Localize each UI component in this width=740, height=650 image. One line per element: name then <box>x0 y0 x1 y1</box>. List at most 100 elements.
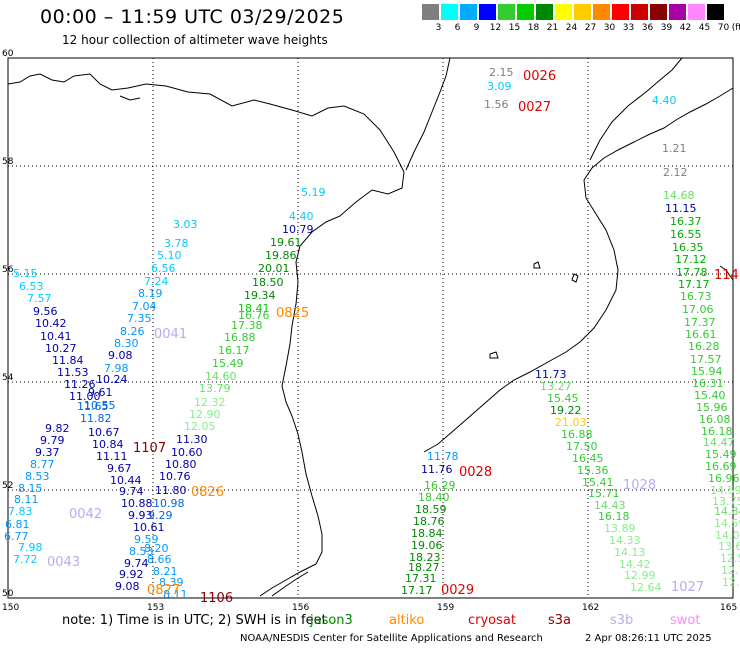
color-swatch <box>650 4 667 20</box>
wave-height-label: 10.76 <box>159 470 191 483</box>
wave-height-label: 11.80 <box>155 484 187 497</box>
credit-line: NOAA/NESDIS Center for Satellite Applica… <box>240 633 543 644</box>
wave-height-label: 16.37 <box>670 215 702 228</box>
pass-label: 0825 <box>276 306 309 321</box>
small-island-2 <box>533 261 541 269</box>
lon-tick-label: 150 <box>2 603 19 613</box>
lat-tick-label: 58 <box>2 157 14 167</box>
wave-height-label: 21.03 <box>555 416 587 429</box>
wave-height-label: 10.27 <box>45 342 77 355</box>
wave-height-label: 10.79 <box>282 223 314 236</box>
wave-height-label: 13.65 <box>718 540 740 553</box>
color-label: 3 <box>435 23 442 33</box>
wave-height-label: 11.78 <box>427 450 459 463</box>
wave-height-label: 11.00 <box>69 390 101 403</box>
wave-height-label: 16.17 <box>218 344 250 357</box>
wave-height-label: 3.78 <box>164 237 189 250</box>
wave-height-label: 12.58 <box>720 552 740 565</box>
wave-height-label: 7.98 <box>104 362 129 375</box>
wave-height-label: 3.09 <box>487 80 512 93</box>
wave-height-label: 15.96 <box>696 401 728 414</box>
wave-height-label: 6.53 <box>19 280 44 293</box>
wave-height-label: 14.68 <box>663 189 695 202</box>
lat-tick-label: 56 <box>2 265 14 275</box>
wave-height-label: 4.40 <box>652 94 677 107</box>
wave-height-label: 7.83 <box>8 505 33 518</box>
wave-height-label: 11.53 <box>57 366 89 379</box>
pass-label: 0043 <box>47 555 80 570</box>
wave-height-label: 9.29 <box>148 509 173 522</box>
wave-height-label: 15.49 <box>705 448 737 461</box>
wave-height-label: 11.73 <box>535 368 567 381</box>
color-label: 42 <box>679 23 692 33</box>
wave-height-label: 10.60 <box>171 446 203 459</box>
wave-height-label: 18.41 <box>238 302 270 315</box>
color-swatch <box>669 4 686 20</box>
wave-height-label: 14.42 <box>619 558 651 571</box>
wave-height-label: 8.11 <box>163 588 188 601</box>
wave-height-label: 7.72 <box>13 553 38 566</box>
wave-height-label: 13.75 <box>712 495 740 508</box>
wave-height-label: 12.64 <box>630 581 662 594</box>
wave-height-label: 7.98 <box>18 541 43 554</box>
wave-height-label: 16.88 <box>224 331 256 344</box>
wave-height-label: 12.05 <box>184 420 216 433</box>
lat-tick-label: 60 <box>2 49 14 59</box>
wave-height-label: 19.06 <box>411 539 443 552</box>
color-label: 12 <box>489 23 502 33</box>
wave-height-label: 15.49 <box>212 357 244 370</box>
wave-height-label: 11.26 <box>64 378 96 391</box>
wave-height-label: 7.04 <box>132 300 157 313</box>
wave-height-label: 15.36 <box>577 464 609 477</box>
pass-label: 1028 <box>623 478 656 493</box>
satellite-s3a: s3a <box>548 613 572 628</box>
wave-height-label: 10.84 <box>92 438 124 451</box>
wave-height-label: 15.94 <box>691 365 723 378</box>
pass-label: 0827 <box>147 583 180 598</box>
wave-height-label: 12.90 <box>189 408 221 421</box>
wave-height-label: 14.59 <box>714 517 740 530</box>
wave-height-label: 17.57 <box>690 353 722 366</box>
kamchatka-east-coast <box>405 57 451 171</box>
wave-height-label: 10.24 <box>96 373 128 386</box>
wave-height-label: 15.40 <box>694 389 726 402</box>
pass-label: 0042 <box>69 507 102 522</box>
color-label: 45 <box>698 23 711 33</box>
wave-height-label: 15.41 <box>582 476 614 489</box>
pass-label: 0041 <box>154 327 187 342</box>
wave-height-label: 19.86 <box>265 249 297 262</box>
wave-height-label: 10.61 <box>133 521 165 534</box>
wave-height-label: 16.73 <box>680 290 712 303</box>
wave-height-label: 16.45 <box>572 452 604 465</box>
wave-height-label: 2.15 <box>489 66 514 79</box>
wave-height-label: 16.88 <box>561 428 593 441</box>
color-label: 33 <box>622 23 635 33</box>
okhotsk-north-coast <box>7 73 405 565</box>
wave-height-label: 9.74 <box>119 485 144 498</box>
wave-height-label: 18.84 <box>411 527 443 540</box>
wave-height-label: 9.92 <box>119 568 144 581</box>
wave-height-label: 5.15 <box>13 267 38 280</box>
wave-height-label: 10.88 <box>121 497 153 510</box>
wave-height-label: 16.08 <box>699 413 731 426</box>
pass-label: 0027 <box>518 100 551 115</box>
wave-height-label: 16.31 <box>692 377 724 390</box>
wave-height-label: 17.38 <box>231 319 263 332</box>
wave-height-label: 8.66 <box>147 553 172 566</box>
color-swatch <box>707 4 724 20</box>
pass-label: 114 <box>714 268 739 283</box>
wave-height-label: 6.81 <box>5 518 30 531</box>
wave-height-label: 11.15 <box>665 202 697 215</box>
wave-height-label: 8.15 <box>18 482 43 495</box>
graticule <box>8 58 733 598</box>
wave-height-label: 19.34 <box>244 289 276 302</box>
color-label: 18 <box>527 23 540 33</box>
wave-height-label: 11.65 <box>77 400 109 413</box>
wave-height-label: 17.50 <box>566 440 598 453</box>
color-swatch <box>441 4 458 20</box>
wave-height-label: 8.26 <box>120 325 145 338</box>
wave-height-label: 6.56 <box>151 262 176 275</box>
color-swatch <box>688 4 705 20</box>
lon-tick-label: 159 <box>437 603 454 613</box>
wave-height-label: 14.43 <box>594 499 626 512</box>
